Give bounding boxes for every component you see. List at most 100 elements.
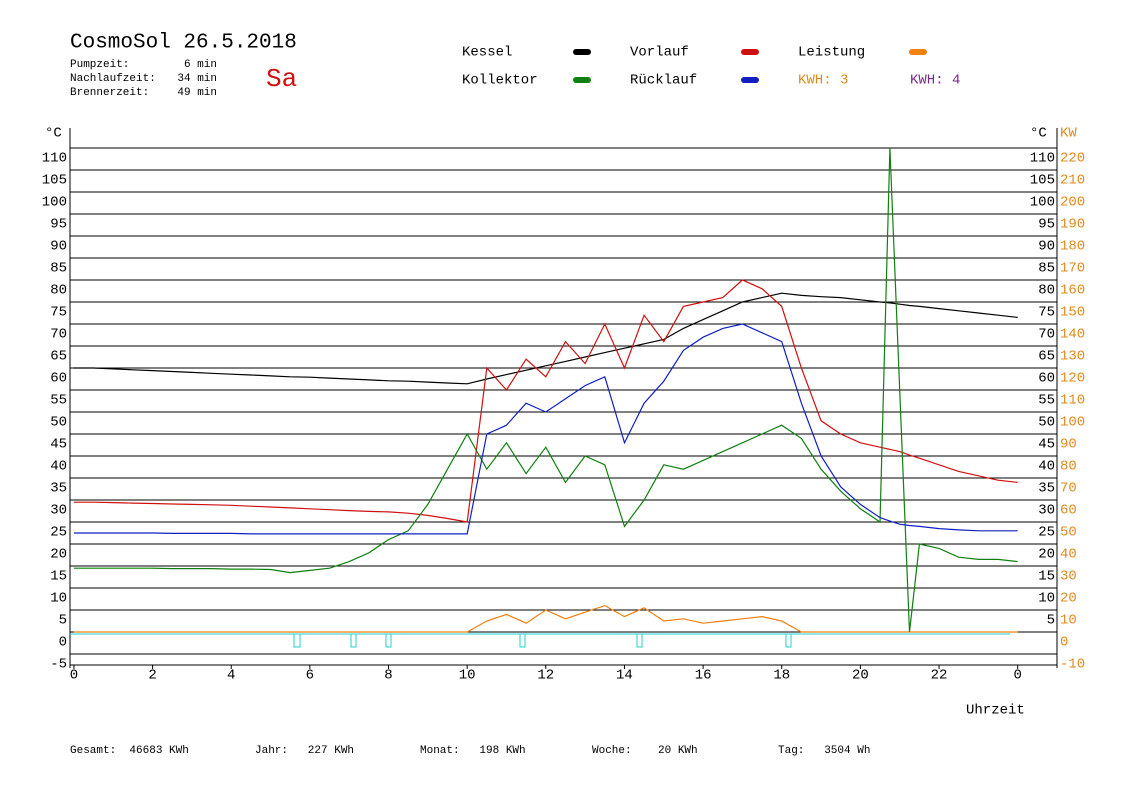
y2-tick-label: 200 [1060,195,1085,211]
footer-item: Tag: 3504 Wh [778,745,870,757]
x-tick-label: 6 [306,668,314,684]
x-tick-label: 16 [695,668,712,684]
y2-tick-label: 120 [1060,371,1085,387]
info-value: 6 min [184,59,217,71]
y2-unit: KW [1060,126,1077,142]
y-tick-label: 20 [50,547,67,563]
x-tick-label: 0 [1013,668,1021,684]
y-tick-label: 85 [50,261,67,277]
y-tick-label: 110 [42,151,67,167]
y-tick-label-right: 105 [1030,173,1055,189]
y-unit-right: °C [1030,126,1047,142]
y-tick-label-right: 35 [1038,481,1055,497]
y-tick-label-right: 75 [1038,305,1055,321]
info-value: 49 min [177,87,217,99]
y2-tick-label: 220 [1060,151,1085,167]
y2-tick-label: 150 [1060,305,1085,321]
x-tick-label: 20 [852,668,869,684]
legend-label: Leistung [798,45,865,61]
kwh-label: KWH: 3 [798,73,848,89]
y2-tick-label: 190 [1060,217,1085,233]
series-line [73,323,1018,535]
y2-tick-label: 210 [1060,173,1085,189]
y-tick-label: 60 [50,371,67,387]
x-tick-label: 8 [384,668,392,684]
legend-label: Kollektor [462,73,538,89]
y-tick-label-right: 45 [1038,437,1055,453]
y2-tick-label: 70 [1060,481,1077,497]
x-tick-label: 22 [931,668,948,684]
y-tick-label: 25 [50,525,67,541]
y2-tick-label: 10 [1060,613,1077,629]
info-label: Brennerzeit: [70,87,149,99]
y-tick-label: 15 [50,569,67,585]
y2-tick-label: 140 [1060,327,1085,343]
y2-tick-label: 80 [1060,459,1077,475]
y-tick-label: 105 [42,173,67,189]
y-tick-label: 0 [59,635,67,651]
y-tick-label-right: 20 [1038,547,1055,563]
y-tick-label-right: 40 [1038,459,1055,475]
y-tick-label-right: 95 [1038,217,1055,233]
y-tick-label-right: 50 [1038,415,1055,431]
y-tick-label: 50 [50,415,67,431]
y2-tick-label: 20 [1060,591,1077,607]
info-value: 34 min [177,73,217,85]
chart-title: CosmoSol 26.5.2018 [70,32,297,55]
y2-tick-label: 50 [1060,525,1077,541]
y2-tick-label: 180 [1060,239,1085,255]
legend-label: Vorlauf [630,45,689,61]
y-tick-label: 5 [59,613,67,629]
info-label: Pumpzeit: [70,59,129,71]
x-axis-label: Uhrzeit [966,703,1025,719]
footer-item: Woche: 20 KWh [592,745,698,757]
y2-tick-label: 60 [1060,503,1077,519]
y2-tick-label: 40 [1060,547,1077,563]
y-tick-label: 30 [50,503,67,519]
y-tick-label-right: 110 [1030,151,1055,167]
y-tick-label-right: 70 [1038,327,1055,343]
legend-label: Rücklauf [630,73,697,89]
x-tick-label: 0 [70,668,78,684]
y2-tick-label: 30 [1060,569,1077,585]
x-tick-label: 4 [227,668,235,684]
y-tick-label: 45 [50,437,67,453]
y-tick-label: 65 [50,349,67,365]
y-tick-label-right: 100 [1030,195,1055,211]
y-tick-label: 70 [50,327,67,343]
y2-tick-label: 0 [1060,635,1068,651]
y-tick-label: 80 [50,283,67,299]
y-tick-label: 35 [50,481,67,497]
y-tick-label-right: 10 [1038,591,1055,607]
y-tick-label: -5 [50,657,67,673]
y-tick-label-right: 25 [1038,525,1055,541]
kwh-label: KWH: 4 [910,73,960,89]
series-line [73,147,1018,633]
y2-tick-label: 170 [1060,261,1085,277]
y2-tick-label: -10 [1060,657,1085,673]
y2-tick-label: 130 [1060,349,1085,365]
y-tick-label: 55 [50,393,67,409]
x-tick-label: 2 [148,668,156,684]
y-tick-label-right: 65 [1038,349,1055,365]
y2-tick-label: 110 [1060,393,1085,409]
y2-tick-label: 90 [1060,437,1077,453]
y-tick-label: 75 [50,305,67,321]
y-tick-label: 90 [50,239,67,255]
x-tick-label: 14 [616,668,633,684]
footer-item: Gesamt: 46683 KWh [70,745,189,757]
info-label: Nachlaufzeit: [70,73,156,85]
y-tick-label-right: 80 [1038,283,1055,299]
footer-item: Jahr: 227 KWh [255,745,354,757]
y-tick-label-right: 55 [1038,393,1055,409]
x-tick-label: 10 [459,668,476,684]
y-tick-label-right: 30 [1038,503,1055,519]
y-tick-label: 40 [50,459,67,475]
series-line [73,279,1018,523]
y-tick-label-right: 5 [1047,613,1055,629]
series-line [73,292,1018,385]
series-line [73,604,1018,633]
y2-tick-label: 160 [1060,283,1085,299]
x-tick-label: 12 [537,668,554,684]
